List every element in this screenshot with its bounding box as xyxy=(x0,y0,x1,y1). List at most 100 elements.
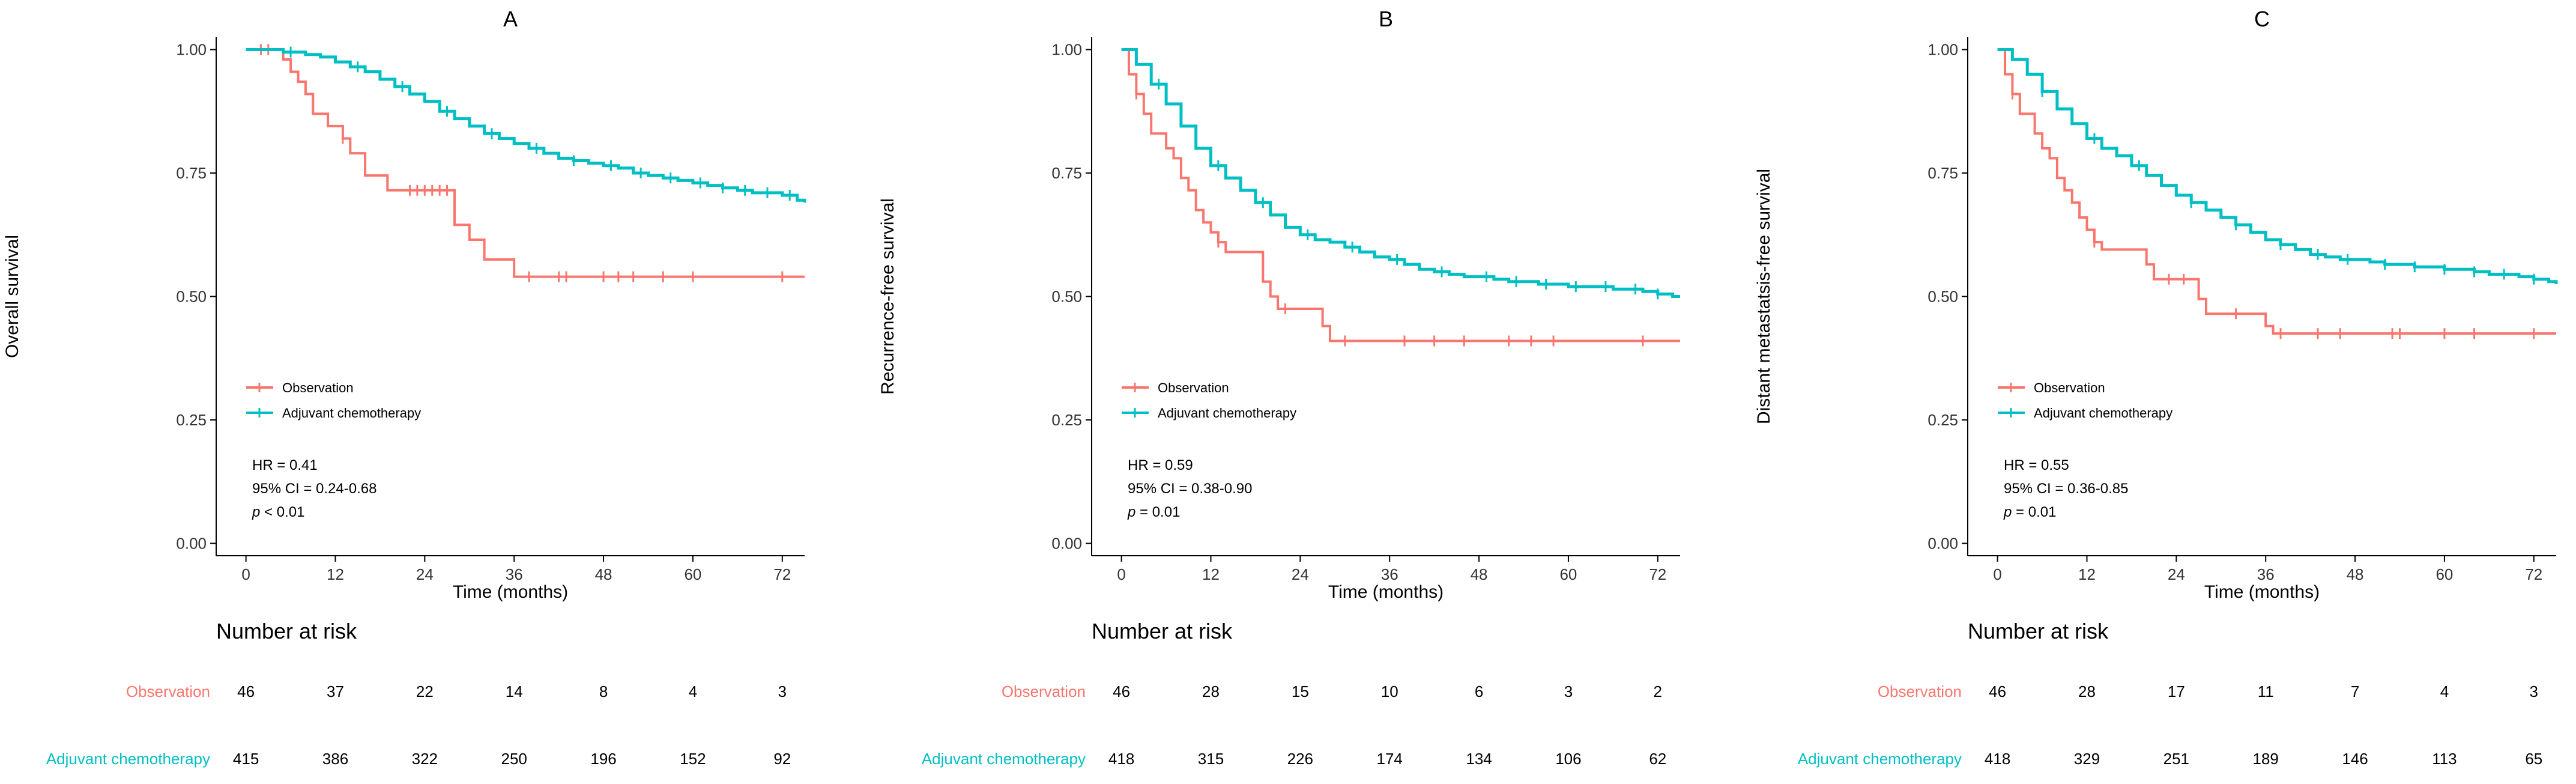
risk-row-label: Observation xyxy=(1878,682,1962,700)
y-axis-label: Recurrence-free survival xyxy=(878,198,898,395)
p-value-text: = 0.01 xyxy=(2012,504,2056,520)
risk-count: 134 xyxy=(1466,750,1492,768)
risk-count: 8 xyxy=(599,682,608,700)
panel-title: C xyxy=(2254,7,2270,31)
y-tick-label: 1.00 xyxy=(1927,41,1958,59)
survival-curve-observation xyxy=(1121,48,1680,342)
risk-count: 418 xyxy=(1108,750,1134,768)
risk-count: 386 xyxy=(322,750,348,768)
p-value: p = 0.01 xyxy=(2003,504,2056,520)
x-tick-label: 24 xyxy=(2168,565,2185,583)
y-tick-label: 0.50 xyxy=(176,288,207,306)
panel-title: B xyxy=(1379,7,1393,31)
survival-curve-observation xyxy=(246,48,805,278)
risk-count: 62 xyxy=(1649,750,1666,768)
risk-row-label: Observation xyxy=(126,682,210,700)
risk-count: 15 xyxy=(1292,682,1309,700)
risk-count: 28 xyxy=(1202,682,1220,700)
x-tick-label: 36 xyxy=(506,565,523,583)
risk-count: 46 xyxy=(1113,682,1130,700)
risk-count: 415 xyxy=(233,750,259,768)
x-axis-label: Time (months) xyxy=(453,582,568,602)
hazard-ratio: HR = 0.59 xyxy=(1128,457,1193,473)
risk-count: 113 xyxy=(2432,750,2457,768)
x-tick-label: 48 xyxy=(2347,565,2364,583)
risk-count: 2 xyxy=(1654,682,1662,700)
x-tick-label: 24 xyxy=(416,565,434,583)
y-tick-label: 0.25 xyxy=(1051,411,1082,429)
risk-count: 106 xyxy=(1555,750,1581,768)
risk-count: 3 xyxy=(778,682,787,700)
y-axis-label: Distant metastatsis-free survival xyxy=(1754,169,1774,424)
x-tick-label: 60 xyxy=(2435,565,2453,583)
x-tick-label: 12 xyxy=(327,565,344,583)
y-tick-label: 1.00 xyxy=(1051,41,1082,59)
risk-count: 7 xyxy=(2351,682,2359,700)
risk-row-label: Observation xyxy=(1002,682,1086,700)
y-tick-label: 0.00 xyxy=(1927,534,1958,552)
risk-count: 146 xyxy=(2342,750,2368,768)
hazard-ratio: HR = 0.41 xyxy=(252,457,318,473)
risk-count: 92 xyxy=(773,750,791,768)
risk-count: 250 xyxy=(501,750,527,768)
risk-count: 196 xyxy=(590,750,616,768)
legend-label: Observation xyxy=(1158,380,1229,395)
y-tick-label: 0.50 xyxy=(1927,288,1958,306)
x-tick-label: 0 xyxy=(241,565,250,583)
x-tick-label: 0 xyxy=(1993,565,2001,583)
x-tick-label: 72 xyxy=(2525,565,2542,583)
x-axis-label: Time (months) xyxy=(1328,582,1444,602)
p-symbol: p xyxy=(252,504,260,520)
survival-curve-observation xyxy=(1997,48,2556,335)
y-tick-label: 0.00 xyxy=(176,534,207,552)
p-symbol: p xyxy=(1127,504,1135,520)
risk-count: 4 xyxy=(2440,682,2449,700)
risk-count: 4 xyxy=(689,682,697,700)
x-axis-label: Time (months) xyxy=(2204,582,2320,602)
y-tick-label: 0.25 xyxy=(1927,411,1958,429)
risk-table-title: Number at risk xyxy=(1968,619,2109,643)
risk-count: 17 xyxy=(2168,682,2185,700)
y-tick-label: 0.75 xyxy=(176,164,207,182)
x-tick-label: 36 xyxy=(1381,565,1398,583)
survival-curve-adjuvant xyxy=(1121,48,1680,298)
legend-label: Observation xyxy=(282,380,354,395)
y-tick-label: 1.00 xyxy=(176,41,207,59)
risk-count: 329 xyxy=(2074,750,2100,768)
p-value: p < 0.01 xyxy=(252,504,304,520)
risk-count: 14 xyxy=(506,682,523,700)
y-tick-label: 0.25 xyxy=(176,411,207,429)
risk-table-title: Number at risk xyxy=(1092,619,1233,643)
confidence-interval: 95% CI = 0.38-0.90 xyxy=(1128,481,1252,497)
panel-C: C 0.00 0.25 0.50 0.75 1.00 0 12 24 36 48 60 72 Time (… xyxy=(1754,7,2558,768)
risk-count: 46 xyxy=(237,682,255,700)
survival-curve-adjuvant xyxy=(1997,48,2558,284)
confidence-interval: 95% CI = 0.24-0.68 xyxy=(252,481,376,497)
p-value-text: < 0.01 xyxy=(260,504,304,520)
y-axis-label: Overall survival xyxy=(2,235,22,358)
risk-count: 3 xyxy=(2530,682,2538,700)
y-tick-label: 0.00 xyxy=(1051,534,1082,552)
p-value: p = 0.01 xyxy=(1127,504,1180,520)
risk-count: 315 xyxy=(1198,750,1224,768)
y-tick-label: 0.75 xyxy=(1927,164,1958,182)
y-tick-label: 0.75 xyxy=(1051,164,1082,182)
risk-count: 251 xyxy=(2163,750,2189,768)
risk-table-title: Number at risk xyxy=(216,619,357,643)
p-value-text: = 0.01 xyxy=(1135,504,1180,520)
x-tick-label: 60 xyxy=(684,565,701,583)
x-tick-label: 12 xyxy=(1202,565,1220,583)
risk-count: 22 xyxy=(416,682,434,700)
risk-count: 65 xyxy=(2525,750,2542,768)
x-tick-label: 0 xyxy=(1117,565,1125,583)
risk-count: 418 xyxy=(1985,750,2010,768)
panel-title: A xyxy=(503,7,518,31)
legend-label: Adjuvant chemotherapy xyxy=(282,406,421,421)
legend-label: Observation xyxy=(2034,380,2105,395)
risk-row-label: Adjuvant chemotherapy xyxy=(1798,750,1962,768)
risk-count: 226 xyxy=(1287,750,1313,768)
risk-count: 189 xyxy=(2253,750,2279,768)
confidence-interval: 95% CI = 0.36-0.85 xyxy=(2004,481,2128,497)
